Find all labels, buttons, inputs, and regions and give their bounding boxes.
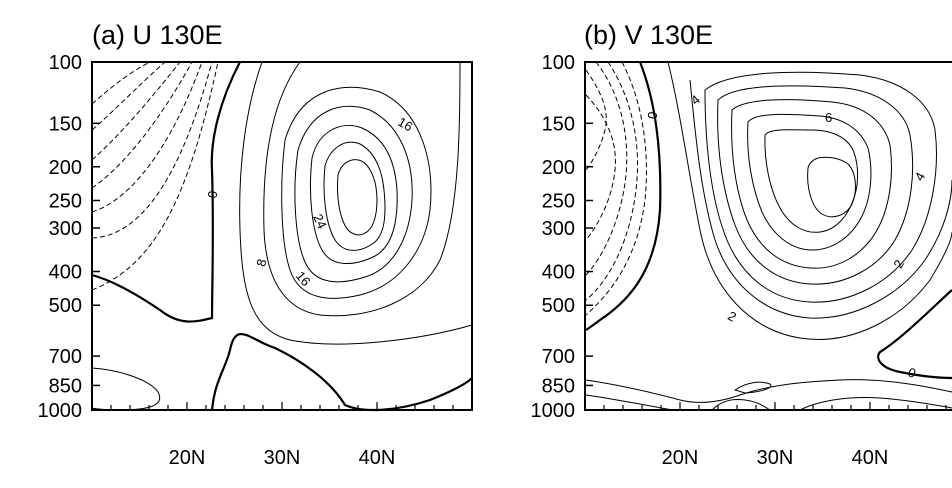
label-b-0-right: 0: [906, 364, 918, 381]
contour-a-neg-2: [91, 61, 166, 131]
contour-b-neg-2: [585, 94, 616, 241]
label-a-0: 0: [205, 190, 221, 200]
b-y-tick-label: 400: [542, 262, 575, 284]
a-y-tick-label: 150: [49, 113, 82, 135]
contour-a-pos-24: [323, 141, 386, 251]
b-y-tick-label: 1000: [531, 400, 576, 422]
contour-b-low-3: [711, 399, 771, 411]
label-b-0: 0: [644, 111, 660, 121]
panel-b-labels: 0 4 6 4 2 2 0: [644, 92, 928, 381]
b-x-tick-label: 20N: [662, 447, 699, 469]
a-x-tick-label: 20N: [169, 447, 206, 469]
label-a-24: 24: [310, 212, 330, 231]
contour-a-neg-4: [91, 61, 193, 189]
b-y-tick-label: 200: [542, 157, 575, 179]
contour-b-pos-2: [689, 79, 952, 319]
label-a-16-top: 16: [395, 114, 415, 134]
b-y-tick-label: 150: [542, 113, 575, 135]
panel-a: (a) U 130E 10015020025030040050070085010…: [38, 20, 473, 469]
contour-a-neg-3: [91, 61, 181, 161]
label-b-6: 6: [825, 110, 832, 125]
contour-a-neg-5: [91, 61, 203, 213]
panel-b: (b) V 130E 10015020025030040050070085010…: [531, 20, 952, 469]
a-x-tick-label: 40N: [359, 447, 396, 469]
contour-a-pos-20: [310, 125, 398, 265]
contour-b-neg-3: [585, 61, 628, 276]
panel-a-x-ticks: 20N 30N 40N: [110, 402, 454, 469]
panel-b-x-ticks: 20N 30N 40N: [603, 402, 947, 469]
contour-b-zero: [585, 61, 662, 331]
contour-a-pos-12: [281, 86, 432, 299]
b-y-tick-label: 250: [542, 190, 575, 212]
a-y-tick-label: 700: [49, 346, 82, 368]
contour-a-zero-upper: [91, 61, 241, 323]
panel-a-contours: [91, 61, 473, 412]
contour-a-pos-16: [294, 105, 413, 283]
label-b-4-right: 4: [911, 170, 928, 184]
a-y-tick-label: 400: [49, 262, 82, 284]
a-y-tick-label: 100: [49, 52, 82, 74]
contour-b-neg-5: [585, 61, 647, 316]
b-x-tick-label: 40N: [852, 447, 889, 469]
contour-b-zero-right: [877, 289, 952, 380]
b-y-tick-label: 700: [542, 346, 575, 368]
contour-b-pos-6: [747, 113, 872, 251]
panel-a-labels: 0 8 16 16 24: [205, 114, 416, 289]
a-y-tick-label: 300: [49, 218, 82, 240]
contour-a-neg-7: [91, 61, 219, 291]
label-a-8: 8: [253, 257, 269, 268]
panel-b-y-ticks: 100 150 200 250 300 400 500 700 850 1000: [531, 52, 593, 422]
contour-a-pos-28: [337, 159, 378, 236]
contour-a-zero-lower: [210, 332, 473, 412]
contour-b-pos-5: [731, 99, 892, 269]
contour-b-pos-4: [717, 85, 914, 285]
b-y-tick-label: 850: [542, 375, 575, 397]
a-y-tick-label: 500: [49, 295, 82, 317]
a-y-tick-label: 250: [49, 190, 82, 212]
contour-b-neg-4: [585, 61, 639, 301]
contour-a-neg-1: [91, 61, 151, 105]
label-b-4-left: 4: [688, 92, 703, 108]
contour-b-pos-8: [807, 156, 856, 218]
contour-a-pos-4: [239, 61, 473, 345]
panel-b-contours: [585, 61, 952, 411]
b-y-tick-label: 300: [542, 218, 575, 240]
contour-b-low-5: [733, 381, 772, 394]
label-b-2-left: 2: [725, 308, 739, 325]
b-y-tick-label: 500: [542, 295, 575, 317]
panel-a-frame: [91, 61, 473, 411]
panel-b-frame: [584, 61, 952, 411]
contour-b-neg-1: [585, 69, 607, 171]
panel-a-y-ticks: 100 150 200 250 300 400 500 700 850 1000: [38, 52, 100, 422]
contour-a-neg-6: [91, 61, 213, 239]
panel-a-title: (a) U 130E: [92, 20, 223, 50]
b-x-tick-label: 30N: [757, 447, 794, 469]
a-y-tick-label: 200: [49, 157, 82, 179]
contour-b-low-4: [799, 397, 952, 411]
contour-b-low-2: [585, 394, 673, 411]
contour-b-pos-1: [667, 61, 952, 340]
a-x-tick-label: 30N: [264, 447, 301, 469]
a-y-tick-label: 1000: [38, 400, 83, 422]
label-b-2-right: 2: [890, 257, 907, 271]
b-y-tick-label: 100: [542, 52, 575, 74]
contour-a-pos-8: [263, 61, 461, 317]
a-y-tick-label: 850: [49, 375, 82, 397]
panel-b-title: (b) V 130E: [584, 20, 713, 50]
contour-a-lowleft: [91, 367, 161, 411]
contour-b-pos-3: [704, 71, 937, 303]
contour-b-pos-7: [764, 129, 859, 233]
